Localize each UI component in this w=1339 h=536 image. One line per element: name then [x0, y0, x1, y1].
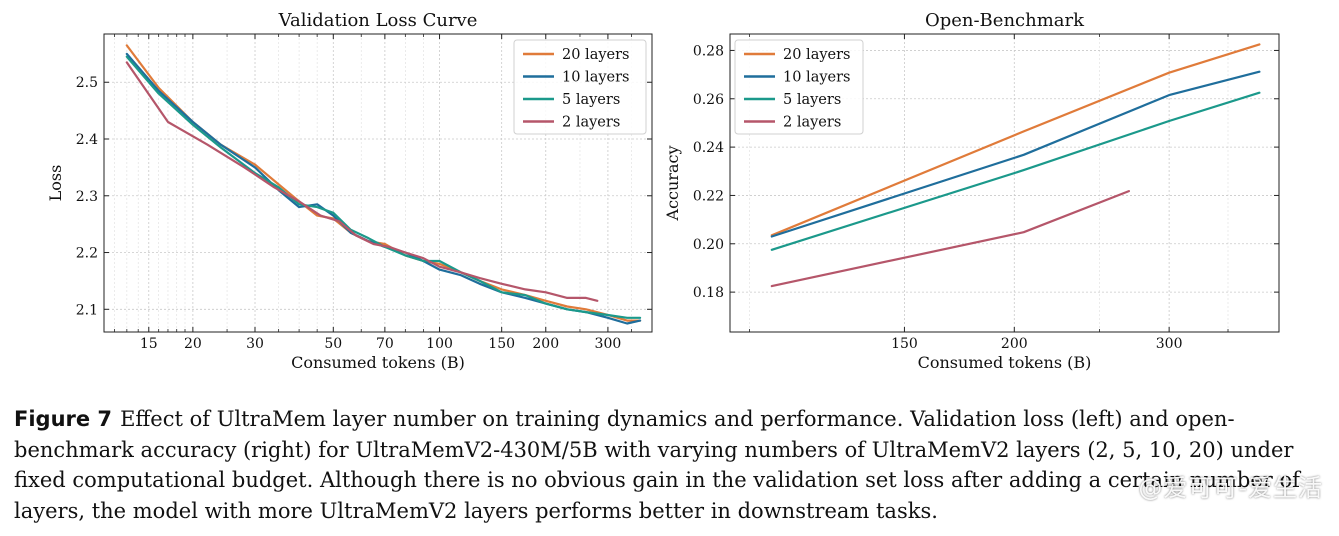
caption-label: Figure 7: [14, 407, 113, 431]
y-tick-label: 2.4: [76, 132, 98, 148]
chart-title: Validation Loss Curve: [278, 10, 478, 31]
legend-label: 2 layers: [783, 115, 841, 131]
y-axis-label: Accuracy: [663, 146, 682, 222]
series-line-5-layers: [125, 55, 642, 319]
legend: 20 layers 10 layers 5 layers 2 layers: [734, 39, 864, 135]
x-axis-label: Consumed tokens (B): [291, 353, 465, 372]
legend-label: 20 layers: [562, 47, 630, 63]
legend-label: 2 layers: [562, 115, 620, 131]
x-tick-label: 100: [426, 336, 453, 352]
open-benchmark-chart: 150 200 300 0.18 0.20 0.22 0.24 0.26 0.28 Open-Be…: [663, 10, 1280, 372]
series-line-20-layers: [770, 43, 1261, 237]
plot-frame: [729, 33, 1280, 333]
legend-label: 10 layers: [562, 70, 630, 86]
y-tick-label: 2.5: [76, 75, 98, 91]
x-tick-label: 15: [140, 336, 158, 352]
legend-label: 10 layers: [783, 70, 851, 86]
x-tick-label: 20: [184, 336, 202, 352]
x-tick-label: 300: [595, 336, 622, 352]
watermark: @爱可可-爱生活: [1138, 474, 1323, 502]
y-axis-label: Loss: [46, 165, 65, 202]
y-tick-label: 0.26: [693, 92, 724, 108]
y-tick-label: 2.1: [76, 302, 98, 318]
legend-label: 20 layers: [783, 47, 851, 63]
caption-text: Effect of UltraMem layer number on train…: [14, 407, 1300, 523]
legend-label: 5 layers: [783, 92, 841, 108]
x-tick-label: 200: [532, 336, 559, 352]
x-tick-label: 30: [246, 336, 264, 352]
series-line-10-layers: [770, 70, 1261, 238]
y-tick-label: 0.20: [693, 237, 724, 253]
y-tick-label: 0.24: [693, 140, 724, 156]
x-axis-label: Consumed tokens (B): [918, 353, 1092, 372]
y-tick-label: 2.3: [76, 189, 98, 205]
x-tick-label: 300: [1156, 336, 1183, 352]
series-line-5-layers: [770, 91, 1261, 251]
y-tick-label: 0.28: [693, 43, 724, 59]
validation-loss-chart: 15 20 30 50 70 100 150 200 300 2.1 2.2 2.3 2.4 2.5 Val…: [46, 10, 653, 372]
legend-box: [734, 39, 864, 135]
legend: 20 layers 10 layers 5 layers 2 layers: [513, 39, 647, 135]
y-tick-label: 0.18: [693, 285, 724, 301]
legend-box: [513, 39, 647, 135]
x-tick-label: 70: [376, 336, 394, 352]
series-line-2-layers: [125, 61, 599, 302]
y-tick-label: 0.22: [693, 188, 724, 204]
x-tick-label: 200: [1001, 336, 1028, 352]
legend-label: 5 layers: [562, 92, 620, 108]
figure: 15 20 30 50 70 100 150 200 300 2.1 2.2 2.3 2.4 2.5 Val…: [46, 10, 1280, 372]
x-tick-label: 50: [324, 336, 342, 352]
y-tick-label: 2.2: [76, 246, 98, 262]
chart-title: Open-Benchmark: [925, 10, 1085, 31]
grid: [730, 34, 1279, 332]
plot-frame: [103, 33, 653, 333]
x-tick-label: 150: [488, 336, 515, 352]
x-tick-label: 150: [891, 336, 918, 352]
series-line-2-layers: [770, 190, 1131, 288]
figure-caption: Figure 7 Effect of UltraMem layer number …: [14, 404, 1326, 526]
